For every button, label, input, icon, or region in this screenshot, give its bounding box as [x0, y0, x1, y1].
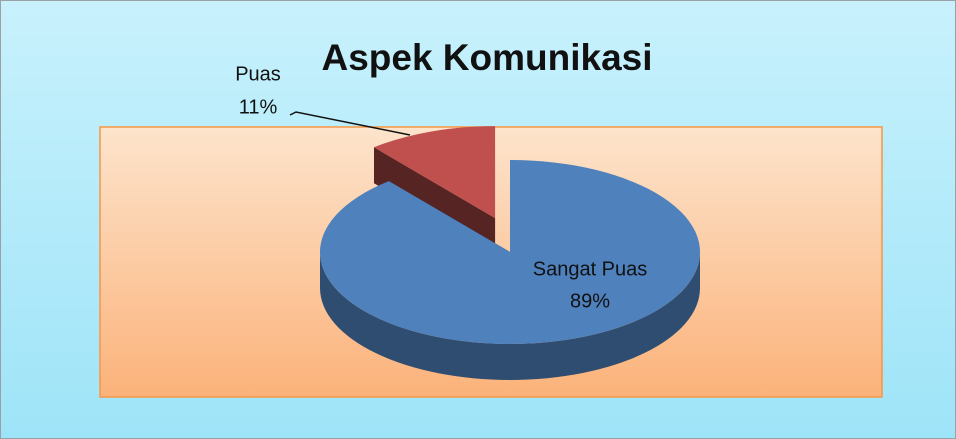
pie-slice [373, 126, 496, 219]
chart-title: Aspek Komunikasi [321, 37, 652, 78]
pie-slice [320, 160, 701, 345]
slice-side [320, 252, 700, 380]
slice-value-label: 11% [239, 96, 278, 118]
pie [320, 126, 701, 380]
slice-label: Puas [235, 63, 281, 85]
leader-line [289, 111, 411, 136]
slice-value-label: 89% [570, 290, 610, 312]
slice-label: Sangat Puas [533, 258, 648, 280]
